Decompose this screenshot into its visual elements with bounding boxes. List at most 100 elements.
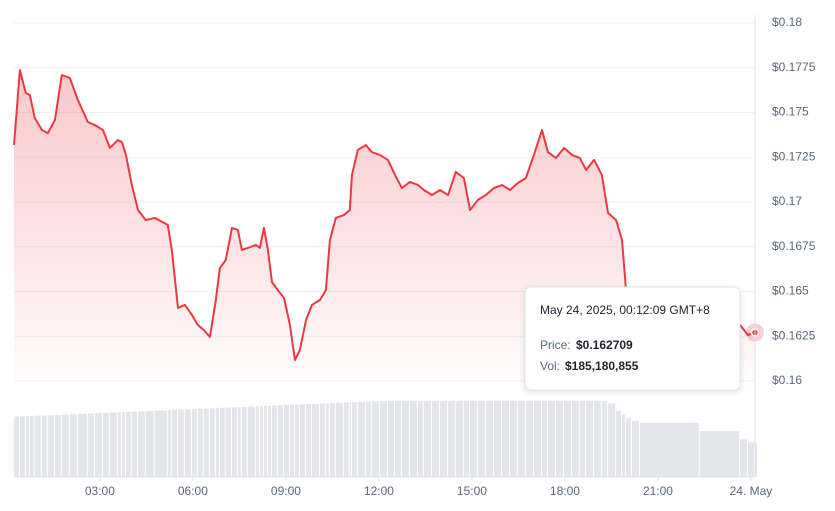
- tooltip-price-label: Price:: [540, 338, 571, 352]
- volume-bar: [237, 407, 241, 477]
- volume-bar: [431, 400, 439, 477]
- volume-bar: [510, 400, 517, 477]
- volume-bar: [608, 403, 616, 477]
- volume-bar: [639, 422, 699, 477]
- volume-bar: [387, 400, 395, 477]
- volume-bar: [439, 400, 448, 477]
- volume-bar: [325, 403, 329, 477]
- volume-bar: [138, 411, 145, 477]
- volume-bar: [594, 400, 601, 477]
- volume-bar: [579, 400, 586, 477]
- x-tick-label: 15:00: [457, 484, 487, 498]
- volume-bar: [125, 411, 131, 477]
- volume-bars: [14, 400, 757, 477]
- x-tick-label: 03:00: [85, 484, 115, 498]
- volume-bar: [289, 404, 294, 477]
- volume-bar: [29, 416, 34, 477]
- volume-bar: [219, 407, 225, 477]
- volume-bar: [547, 400, 555, 477]
- tooltip-volume: $185,180,855: [565, 359, 639, 373]
- volume-bar: [34, 415, 41, 477]
- volume-bar: [493, 400, 502, 477]
- volume-bar: [131, 411, 138, 477]
- volume-bar: [171, 409, 178, 477]
- volume-bar: [311, 403, 320, 477]
- volume-bar: [365, 401, 371, 477]
- x-tick-label: 09:00: [271, 484, 301, 498]
- y-tick-label: $0.18: [772, 15, 802, 29]
- volume-bar: [255, 406, 259, 477]
- volume-bar: [586, 400, 594, 477]
- volume-bar: [502, 400, 510, 477]
- volume-bar: [145, 411, 154, 477]
- volume-bar: [306, 404, 311, 477]
- volume-bar: [564, 400, 572, 477]
- volume-bar: [631, 420, 639, 477]
- x-tick-label: 06:00: [178, 484, 208, 498]
- volume-bar: [178, 409, 184, 477]
- x-tick-label: 24. May: [730, 484, 773, 498]
- volume-bar: [203, 408, 209, 477]
- volume-bar: [455, 400, 463, 477]
- volume-bar: [154, 410, 167, 477]
- tooltip-price: $0.162709: [576, 338, 633, 352]
- y-tick-label: $0.165: [772, 284, 809, 298]
- y-tick-label: $0.17: [772, 194, 802, 208]
- volume-bar: [448, 400, 455, 477]
- volume-bar: [699, 431, 740, 477]
- y-tick-label: $0.1675: [772, 239, 816, 253]
- price-line: [13, 69, 756, 362]
- volume-bar: [320, 403, 325, 477]
- volume-bar: [417, 400, 423, 477]
- volume-bar: [117, 412, 121, 477]
- volume-bar: [299, 404, 306, 477]
- volume-bar: [525, 400, 533, 477]
- x-tick-label: 21:00: [643, 484, 673, 498]
- tooltip-volume-label: Vol:: [540, 359, 560, 373]
- volume-bar: [19, 416, 25, 477]
- volume-bar: [621, 414, 626, 477]
- volume-bar: [357, 401, 365, 477]
- volume-bar: [294, 404, 299, 477]
- volume-bar: [102, 412, 109, 477]
- volume-bar: [259, 406, 263, 477]
- volume-bar: [215, 407, 219, 477]
- volume-bar: [349, 402, 351, 477]
- volume-bar: [626, 418, 631, 477]
- volume-bar: [14, 416, 19, 477]
- volume-bar: [69, 414, 77, 477]
- x-tick-label: 12:00: [364, 484, 394, 498]
- volume-bar: [329, 402, 335, 477]
- volume-bar: [209, 408, 215, 477]
- volume-bar: [572, 400, 579, 477]
- volume-bar: [267, 405, 271, 477]
- volume-bar: [601, 400, 608, 477]
- axis-labels: $0.16 $0.1625 $0.165 $0.1675 $0.17 $0.1725 $0.…: [85, 15, 816, 498]
- volume-bar: [755, 442, 757, 477]
- y-tick-label: $0.16: [772, 373, 802, 387]
- volume-bar: [740, 439, 747, 477]
- volume-bar: [379, 401, 387, 477]
- y-tick-label: $0.175: [772, 105, 809, 119]
- volume-bar: [555, 400, 564, 477]
- volume-bar: [197, 408, 203, 477]
- volume-bar: [470, 400, 477, 477]
- x-tick-label: 18:00: [550, 484, 580, 498]
- y-tick-label: $0.1775: [772, 60, 816, 74]
- volume-bar: [263, 405, 267, 477]
- volume-bar: [343, 402, 349, 477]
- volume-bar: [241, 406, 247, 477]
- volume-bar: [395, 400, 401, 477]
- y-tick-label: $0.1625: [772, 328, 816, 342]
- volume-bar: [747, 442, 754, 477]
- volume-bar: [485, 400, 493, 477]
- volume-bar: [109, 412, 117, 477]
- volume-bar: [271, 405, 277, 477]
- volume-bar: [184, 409, 191, 477]
- y-tick-label: $0.1725: [772, 149, 816, 163]
- volume-bar: [77, 413, 87, 477]
- volume-bar: [477, 400, 485, 477]
- volume-bar: [542, 400, 547, 477]
- volume-bar: [167, 409, 171, 477]
